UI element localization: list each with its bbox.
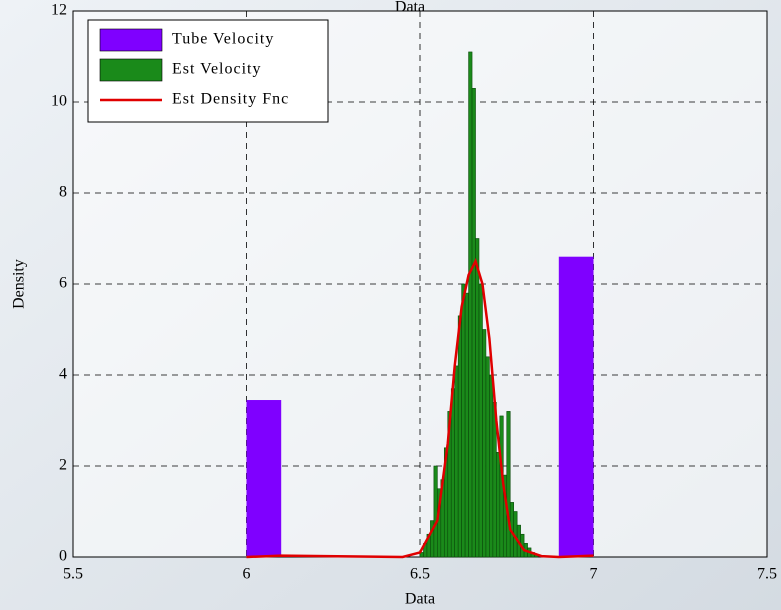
- bar: [455, 366, 458, 557]
- legend-swatch: [100, 29, 162, 51]
- x-tick-label: 7.5: [757, 566, 777, 583]
- bar: [451, 389, 454, 557]
- y-tick-label: 12: [51, 2, 67, 19]
- bar: [462, 284, 465, 557]
- legend-label: Est Velocity: [172, 61, 261, 78]
- x-tick-label: 6.5: [410, 566, 430, 583]
- bar: [465, 293, 468, 557]
- x-tick-label: 7: [590, 566, 598, 583]
- legend-label: Est Density Fnc: [172, 91, 289, 108]
- page: {"chart_data": { "type": "histogram", "t…: [0, 0, 781, 610]
- y-tick-label: 10: [51, 93, 67, 110]
- y-axis-label: Density: [11, 259, 28, 309]
- chart: Data Data Density 0 2 4 6 8 10 12 5.5 6 6.5 7 7.5 Tu…: [0, 0, 781, 610]
- y-tick-label: 8: [59, 184, 67, 201]
- bar: [247, 400, 282, 557]
- bar: [489, 375, 492, 557]
- bar: [458, 316, 461, 557]
- y-tick-label: 6: [59, 275, 67, 292]
- legend-swatch: [100, 59, 162, 81]
- bar: [476, 239, 479, 558]
- chart-title: Data: [395, 0, 425, 16]
- x-axis-label: Data: [405, 591, 435, 608]
- bar: [559, 257, 594, 557]
- bar: [496, 452, 499, 557]
- y-tick-label: 4: [59, 366, 67, 383]
- bar: [469, 52, 472, 557]
- y-tick-label: 2: [59, 457, 67, 474]
- y-tick-label: 0: [59, 548, 67, 565]
- x-tick-label: 6: [243, 566, 251, 583]
- legend-label: Tube Velocity: [172, 31, 274, 48]
- bar: [479, 284, 482, 557]
- bar: [482, 330, 485, 558]
- bar: [507, 411, 510, 557]
- bar: [472, 88, 475, 557]
- x-tick-label: 5.5: [63, 566, 83, 583]
- bar: [486, 357, 489, 557]
- bar: [434, 466, 437, 557]
